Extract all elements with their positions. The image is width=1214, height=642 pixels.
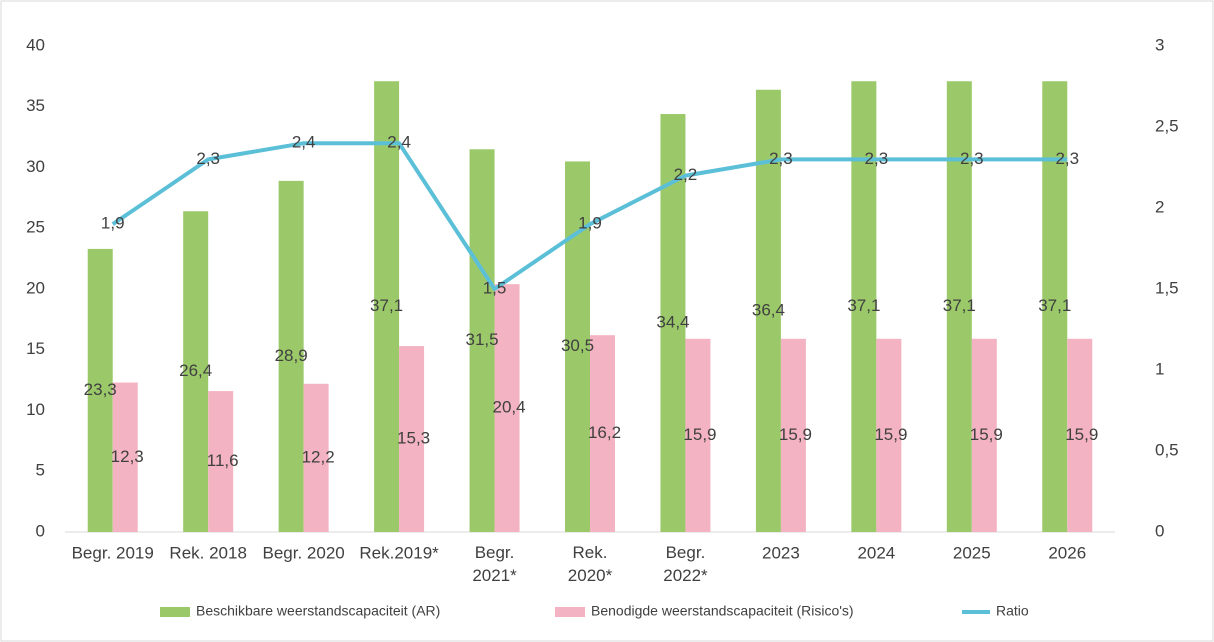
y2-tick-label: 0: [1155, 521, 1164, 540]
data-label: 15,9: [779, 425, 812, 444]
y2-tick-label: 1: [1155, 359, 1164, 378]
y-tick-label: 40: [26, 35, 45, 54]
data-label: 37,1: [370, 296, 403, 315]
bar: [112, 382, 138, 532]
data-label: 37,1: [1038, 296, 1071, 315]
y-tick-label: 15: [26, 339, 45, 358]
y2-tick-label: 2,5: [1155, 116, 1179, 135]
y2-tick-label: 0,5: [1155, 440, 1179, 459]
x-tick-label: Rek. 2020*: [568, 543, 613, 585]
legend-label: Ratio: [996, 603, 1029, 619]
y-tick-label: 20: [26, 278, 45, 297]
bar: [494, 284, 520, 532]
bar: [303, 383, 329, 532]
y-tick-label: 25: [26, 218, 45, 237]
bar: [87, 248, 113, 532]
data-label: 37,1: [847, 296, 880, 315]
data-label: 2,3: [1055, 149, 1079, 168]
y2-tick-label: 2: [1155, 197, 1164, 216]
bar: [971, 338, 997, 532]
legend-swatch: [555, 607, 585, 617]
data-label: 15,3: [397, 429, 430, 448]
bar: [876, 338, 902, 532]
data-label: 34,4: [656, 313, 689, 332]
data-label: 31,5: [465, 330, 498, 349]
bar: [851, 81, 877, 533]
x-tick-label: 2025: [953, 543, 991, 562]
data-label: 2,3: [960, 149, 984, 168]
legend-swatch: [160, 607, 190, 617]
bar: [208, 391, 234, 532]
bar: [1067, 338, 1093, 532]
data-label: 37,1: [943, 296, 976, 315]
x-tick-label: 2023: [762, 543, 800, 562]
x-tick-label: Begr. 2022*: [663, 543, 708, 585]
legend-label: Beschikbare weerstandscapaciteit (AR): [196, 603, 440, 619]
data-label: 30,5: [561, 336, 594, 355]
data-label: 36,4: [752, 300, 785, 319]
data-label: 1,9: [578, 214, 602, 233]
data-label: 15,9: [1065, 425, 1098, 444]
bar: [685, 338, 711, 532]
data-label: 15,9: [874, 425, 907, 444]
x-tick-label: Begr. 2020: [263, 543, 345, 562]
y2-tick-label: 1,5: [1155, 278, 1179, 297]
data-label: 26,4: [179, 361, 212, 380]
data-label: 2,3: [769, 149, 793, 168]
data-label: 16,2: [588, 423, 621, 442]
x-tick-label: 2024: [857, 543, 895, 562]
data-label: 15,9: [970, 425, 1003, 444]
x-tick-label: 2026: [1048, 543, 1086, 562]
y-tick-label: 30: [26, 157, 45, 176]
y-tick-label: 10: [26, 400, 45, 419]
y-tick-label: 5: [36, 461, 45, 480]
bar: [374, 81, 400, 533]
bar: [1042, 81, 1068, 533]
data-label: 12,3: [111, 447, 144, 466]
data-label: 20,4: [492, 398, 525, 417]
data-label: 28,9: [275, 346, 308, 365]
y2-tick-label: 3: [1155, 35, 1164, 54]
x-tick-label: Rek.2019*: [359, 543, 439, 562]
legend-label: Benodigde weerstandscapaciteit (Risico's…: [591, 603, 854, 619]
bar: [590, 335, 615, 532]
bar: [469, 149, 495, 532]
x-tick-label: Rek. 2018: [169, 543, 247, 562]
y-tick-label: 35: [26, 96, 45, 115]
data-label: 15,9: [683, 425, 716, 444]
data-label: 1,5: [483, 278, 507, 297]
bar: [946, 81, 972, 533]
data-label: 2,4: [387, 133, 411, 152]
data-label: 2,4: [292, 133, 316, 152]
x-tick-label: Begr. 2019: [72, 543, 154, 562]
data-label: 2,2: [674, 165, 698, 184]
line-series: [111, 141, 1068, 291]
bar: [183, 211, 209, 533]
data-label: 2,3: [196, 149, 220, 168]
y-tick-label: 0: [36, 521, 45, 540]
bar: [399, 346, 425, 532]
data-label: 2,3: [865, 149, 889, 168]
x-tick-label: Begr. 2021*: [472, 543, 517, 585]
bar: [278, 180, 304, 533]
data-label: 1,9: [101, 214, 125, 233]
data-label: 23,3: [84, 380, 117, 399]
data-label: 11,6: [207, 451, 239, 470]
bar: [780, 338, 806, 532]
data-label: 12,2: [302, 447, 335, 466]
bar: [565, 161, 590, 533]
